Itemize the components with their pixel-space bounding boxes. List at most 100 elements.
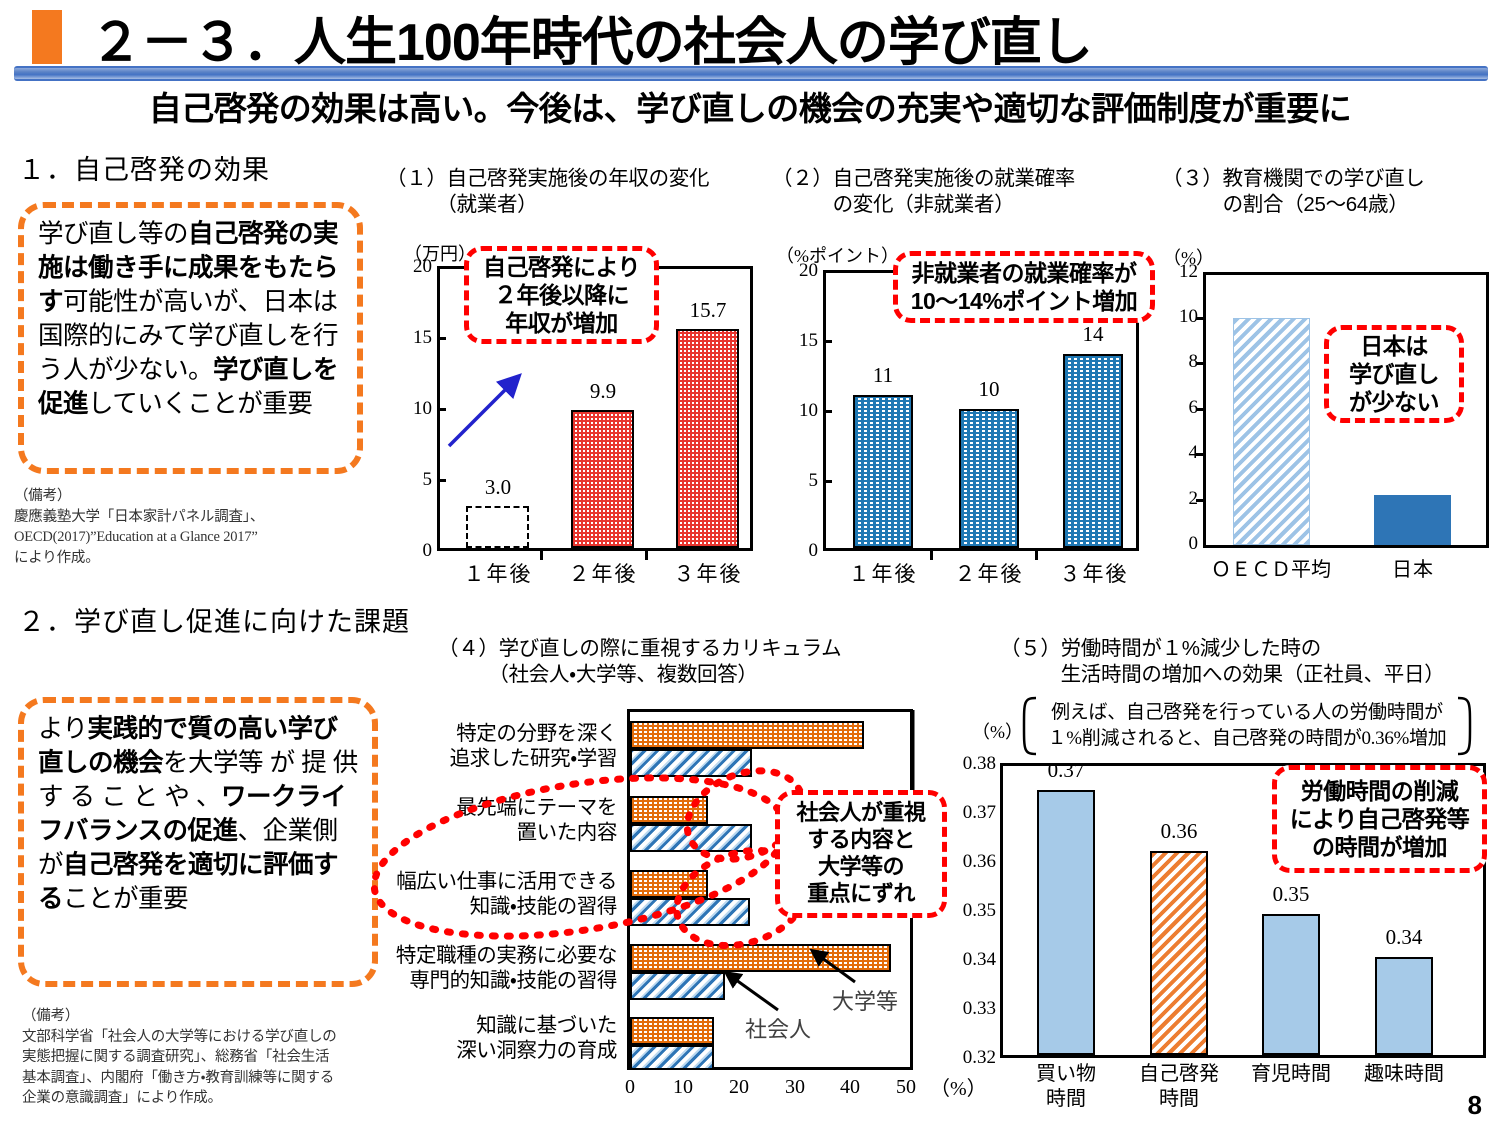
chart-4-red-callout: 社会人が重視 する内容と 大学等の 重点にずれ — [775, 790, 947, 918]
callout1-text-i: いくことが重要 — [137, 389, 313, 418]
footnote1-line2: OECD(2017)”Education at a Glance 2017” — [14, 529, 258, 546]
chart-1-bar-2 — [571, 410, 634, 548]
footnote2-line1: 文部科学省「社会人の大学等における学び直しの — [22, 1028, 337, 1045]
callout2-text-d: 等 が 提 供 す る こ と や 、 — [38, 748, 358, 811]
chart-1-bar-1 — [466, 506, 529, 548]
callout1-text-g: 学び直しを促進 — [38, 355, 339, 418]
chart-4-xtick-10: 10 — [673, 1076, 693, 1098]
callout2-text-b1: 実践的で質の高い — [87, 715, 289, 743]
slide-subtitle: 自己啓発の効果は高い。今後は、学び直しの機会の充実や適切な評価制度が重要に — [148, 90, 1352, 127]
callout2-text-i: 発を適切に評価する — [38, 850, 339, 913]
chart-4-category-4: 特定職種の実務に必要な 専門的知識・技能の習得 — [395, 945, 618, 992]
chart-3-red-callout: 日本は 学び直し が少ない — [1324, 325, 1464, 423]
callout1-text-b1: 自己啓発 — [188, 220, 289, 248]
chart-3-bar-oecd — [1233, 318, 1310, 545]
chart-5-category-3: 育児時間 — [1251, 1063, 1331, 1085]
chart-5-ytick-035: 0.35 — [962, 900, 996, 921]
chart-1-category-2: ２年後 — [568, 562, 638, 586]
chart-4-bar-univ-4 — [630, 944, 891, 972]
chart-5-bar-1 — [1037, 790, 1095, 1055]
chart-4-bar-worker-4 — [630, 972, 725, 1000]
chart-1-y-unit: （万円） — [404, 244, 476, 264]
chart-2-category-2: ２年後 — [954, 562, 1024, 586]
footnote1-line1: 慶應義塾大学「日本家計パネル調査」、 — [14, 508, 265, 525]
chart-4-xtick-50: 50 — [896, 1076, 916, 1098]
chart-4-bar-worker-3 — [630, 898, 750, 926]
chart-1-title: （１）自己啓発実施後の年収の変化 （就業者） — [386, 167, 710, 217]
chart-1-bar-3 — [676, 329, 739, 548]
callout2-text-g: 、企業側が — [38, 816, 338, 879]
chart-5-ytick-037: 0.37 — [962, 802, 996, 823]
chart-2-ytick-10: 10 — [799, 400, 818, 421]
chart-3-category-japan: 日本 — [1392, 559, 1434, 581]
callout-box-section-2: より実践的で質の高い学び直しの機会を大学等 が 提 供 す る こ と や 、ワ… — [18, 697, 378, 987]
chart-4-x-unit: （%） — [930, 1078, 987, 1100]
chart-5-bar-4 — [1375, 957, 1433, 1055]
chart-1-category-3: ３年後 — [673, 562, 743, 586]
chart-1-value-1: 3.0 — [484, 475, 512, 499]
chart-1-value-2: 9.9 — [589, 379, 617, 403]
chart-1-red-callout: 自己啓発により ２年後以降に 年収が増加 — [464, 246, 659, 344]
chart-5-bar-2 — [1150, 851, 1208, 1055]
chart-5-ytick-038: 0.38 — [962, 753, 996, 774]
chart-2-value-1: 11 — [872, 363, 894, 387]
chart-2-red-callout: 非就業者の就業確率が 10〜14%ポイント増加 — [893, 251, 1155, 323]
chart-1-ytick-20: 20 — [413, 256, 432, 277]
chart-2-ytick-0: 0 — [808, 540, 819, 561]
chart-5-y-unit: （%） — [972, 722, 1023, 742]
footnote2-head: （備考） — [22, 1008, 80, 1024]
callout2-text-c: を大学 — [163, 748, 239, 777]
callout2-text-j: こと — [63, 884, 114, 913]
chart-2-bar-2 — [959, 409, 1019, 548]
callout1-text-c: 可能性が高い — [63, 287, 214, 316]
chart-5-title: （５）労働時間が１%減少した時の 生活時間の増加への効果（正社員、平日） — [1000, 637, 1445, 687]
chart-5-category-1: 買い物 時間 — [1036, 1063, 1096, 1110]
chart-4-bar-univ-2 — [630, 796, 708, 824]
callout2-text-a: より — [38, 715, 88, 743]
page-number: 8 — [1467, 1090, 1482, 1120]
header-divider-rule — [14, 66, 1488, 81]
chart-1-category-1: １年後 — [463, 562, 533, 586]
chart-5-red-callout: 労働時間の削減 により自己啓発等 の時間が増加 — [1272, 765, 1487, 873]
chart-3-bar-japan — [1374, 495, 1451, 545]
chart-2-bar-3 — [1063, 354, 1123, 548]
chart-4-xtick-0: 0 — [625, 1076, 635, 1098]
chart-3-ytick-8: 8 — [1188, 351, 1199, 372]
chart-2-y-unit: （%ポイント） — [776, 246, 899, 266]
chart-5-ytick-036: 0.36 — [962, 851, 996, 872]
callout2-text-e: ワークライフバランスの — [38, 782, 346, 845]
chart-2-x-tick-1 — [930, 551, 933, 560]
section-2-heading: ２．学び直し促進に向けた課題 — [18, 607, 410, 637]
chart-1-value-3: 15.7 — [689, 298, 727, 322]
callout1-text-f: い。 — [163, 355, 214, 384]
chart-4-legend-univ: 大学等 — [832, 989, 899, 1014]
chart-5-value-1: 0.37 — [1047, 758, 1085, 782]
footnote2-line3: 基本調査」、内閣府「働き方・教育訓練等に関する — [22, 1069, 335, 1086]
footnote2-line2: 実態把握に関する調査研究」、総務省「社会生活 — [22, 1049, 330, 1066]
chart-4-legend-worker: 社会人 — [745, 1017, 812, 1042]
chart-5-bar-3 — [1262, 914, 1320, 1055]
chart-3-ytick-12: 12 — [1179, 261, 1198, 282]
chart-3-ytick-2: 2 — [1188, 488, 1199, 509]
chart-5-ytick-034: 0.34 — [962, 949, 996, 970]
chart-5-category-4: 趣味時間 — [1364, 1063, 1444, 1085]
chart-2-category-1: １年後 — [848, 562, 918, 586]
chart-1-x-tick-2 — [645, 551, 648, 560]
callout1-text-b2: の実施は働き手に成果 — [38, 220, 339, 282]
chart-3-ytick-6: 6 — [1188, 397, 1199, 418]
chart-4-category-5: 知識に基づいた 深い洞察力の育成 — [456, 1015, 617, 1062]
chart-4-category-2: 最先端にテーマを 置いた内容 — [456, 797, 617, 844]
chart-2-x-tick-2 — [1035, 551, 1038, 560]
chart-5-value-2: 0.36 — [1160, 819, 1198, 843]
callout1-text-a: 学び直し等の — [38, 220, 189, 248]
chart-4-bar-worker-2 — [630, 824, 752, 852]
footnote-section-1: （備考） 慶應義塾大学「日本家計パネル調査」、 OECD(2017)”Educa… — [14, 486, 384, 568]
chart-4-category-3: 幅広い仕事に活用できる 知識・技能の習得 — [396, 871, 617, 918]
callout1-text-b3: をもたらす — [38, 253, 339, 316]
page-title: ２－３．人生100年時代の社会人の学び直し — [90, 14, 1093, 72]
chart-5-value-4: 0.34 — [1385, 925, 1423, 949]
chart-2-category-3: ３年後 — [1059, 562, 1129, 586]
callout2-text-h: 自己啓 — [63, 850, 139, 879]
chart-4-bar-worker-5 — [630, 1045, 714, 1070]
callout1-text-h: して — [88, 389, 138, 418]
